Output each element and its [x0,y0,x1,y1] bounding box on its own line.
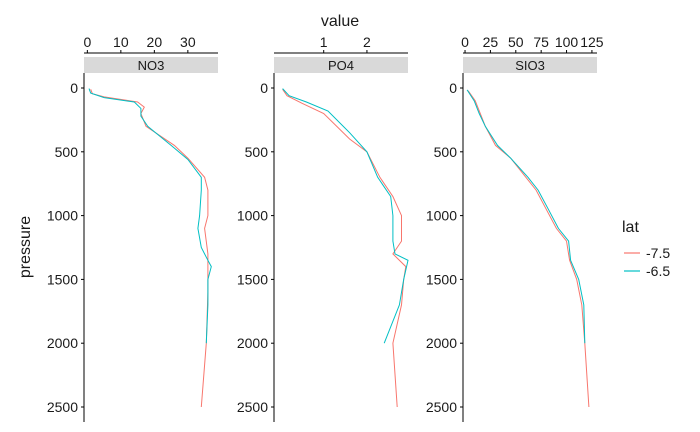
y-tick-label: 1000 [237,208,268,224]
panel-no3: 0 10 20 30 NO3 0 500 1000 1500 2000 2500 [47,34,218,422]
panel-sio3: 0 25 50 75 100 125 SIO3 0 500 1000 1500 2000 2500 [426,34,604,422]
y-tick-label: 500 [55,144,79,160]
x-tick-label: 10 [113,34,129,50]
strip-label: SIO3 [515,58,545,73]
x-tick-label: 30 [180,34,196,50]
x-tick-label: 20 [147,34,163,50]
y-tick-label: 1500 [47,271,78,287]
y-tick-label: 0 [260,80,268,96]
y-tick-label: 1000 [47,208,78,224]
legend-items: -7.5 -6.5 [624,245,670,279]
series-line--7.5 [467,90,590,408]
x-tick-label: 125 [580,34,604,50]
legend-label: -6.5 [646,263,670,279]
legend-item: -7.5 [624,245,670,261]
x-tick-label: 25 [483,34,499,50]
series-line--6.5 [466,89,586,344]
y-tick-label: 500 [245,144,269,160]
y-tick-label: 1500 [237,271,268,287]
strip-background [274,57,408,73]
panel-po4: 1 2 PO4 0 500 1000 1500 2000 2500 [237,34,409,422]
x-tick-label: 75 [533,34,549,50]
x-tick-label: 100 [555,34,579,50]
series-line--6.5 [88,88,212,344]
y-tick-label: 1000 [426,208,457,224]
y-tick-label: 1500 [426,271,457,287]
x-tick-label: 1 [320,34,328,50]
y-axis-title: pressure [17,216,34,278]
x-tick-label: 0 [83,34,91,50]
y-tick-label: 2000 [426,335,457,351]
x-tick-label: 0 [461,34,469,50]
strip-label: NO3 [138,58,165,73]
y-tick-label: 2500 [237,399,268,415]
x-axis-title: value [321,13,359,30]
x-tick-label: 2 [363,34,371,50]
legend-item: -6.5 [624,263,670,279]
series-line--7.5 [282,89,407,408]
strip-background [84,57,218,73]
strip-label: PO4 [328,58,354,73]
y-tick-label: 0 [70,80,78,96]
y-tick-label: 2000 [47,335,78,351]
y-tick-label: 2500 [47,399,78,415]
series-line--6.5 [282,88,409,344]
y-tick-label: 0 [449,80,457,96]
legend-label: -7.5 [646,245,670,261]
y-tick-label: 2500 [426,399,457,415]
strip-background [463,57,597,73]
series-line--7.5 [90,89,209,408]
x-tick-label: 50 [508,34,524,50]
legend-title: lat [622,219,639,236]
y-tick-label: 2000 [237,335,268,351]
y-tick-label: 500 [434,144,458,160]
legend: lat -7.5 -6.5 [622,219,670,279]
